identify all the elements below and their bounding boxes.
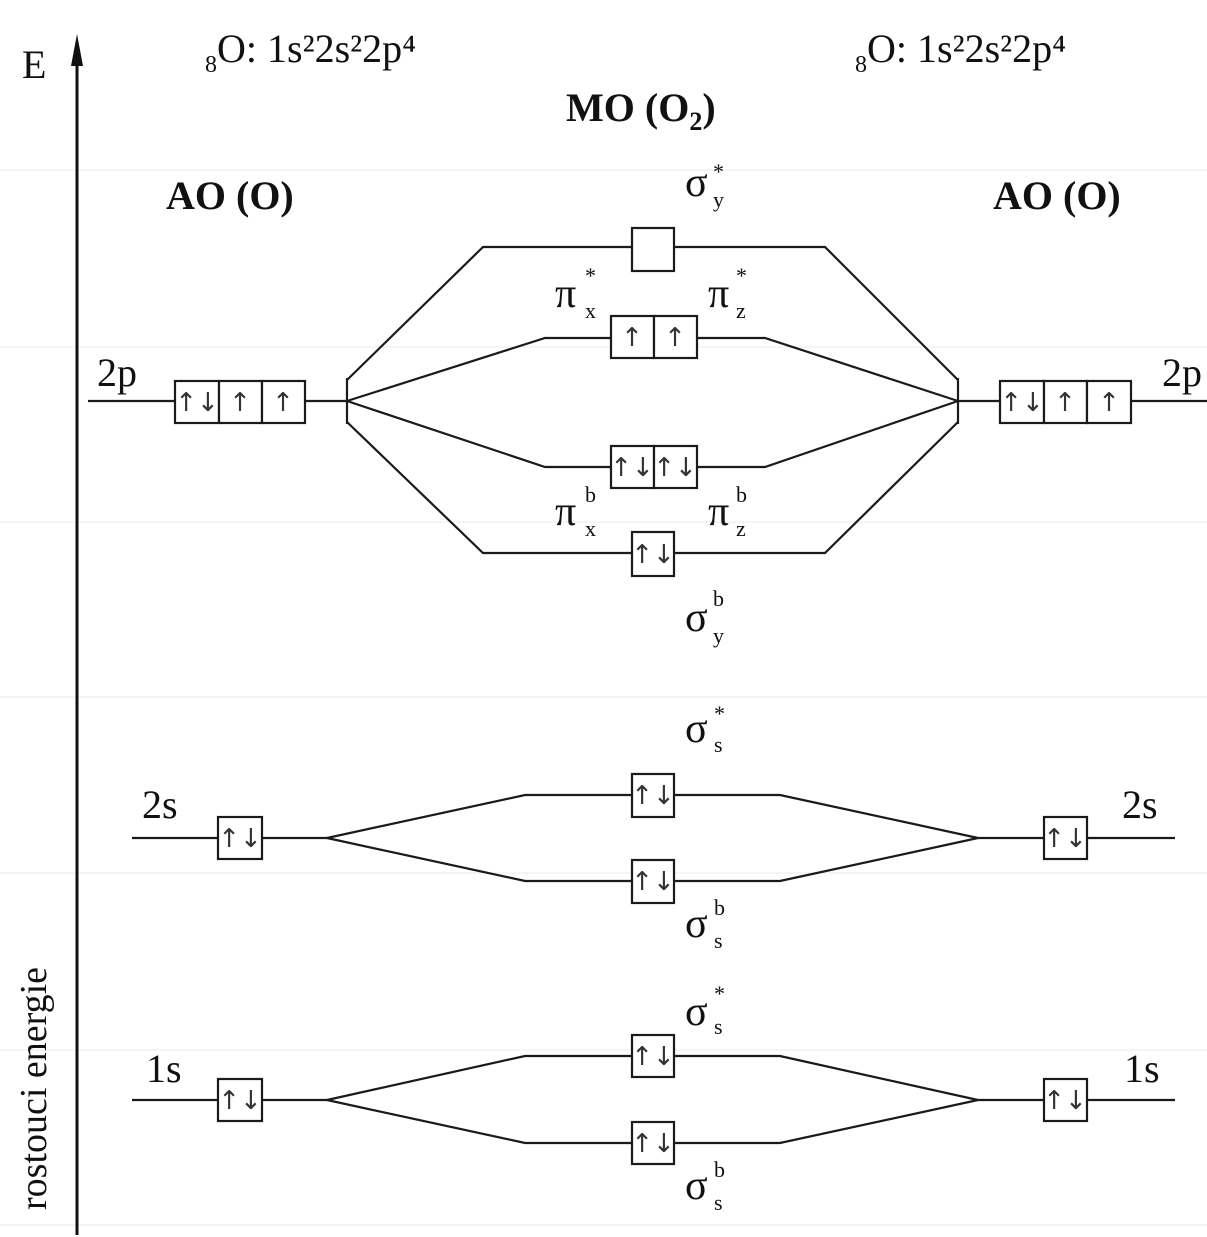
svg-text:*: * [714, 981, 725, 1006]
label-pi-z-b: π b z [708, 482, 747, 541]
electron-pair: ↑↓ [610, 453, 654, 483]
mo-sigma-y-b-box [630, 530, 676, 578]
mo-title: MO (O2) [566, 85, 716, 136]
electron-pair: ↑↓ [631, 540, 675, 570]
energy-axis [71, 34, 83, 1235]
mo-sigma-2s-b-box [630, 858, 676, 905]
svg-text:*: * [714, 701, 725, 726]
svg-text:σ: σ [685, 1163, 708, 1209]
svg-text:b: b [736, 482, 747, 507]
label-sigma-1s-b: σ b s [685, 1157, 725, 1215]
svg-text:σ: σ [685, 706, 708, 752]
label-sigma-2s-star: σ * s [685, 701, 725, 757]
svg-text:s: s [714, 1190, 723, 1215]
svg-text:σ: σ [685, 160, 708, 206]
svg-text:σ: σ [685, 989, 708, 1035]
label-pi-x-star: π * x [555, 263, 596, 323]
svg-text:s: s [714, 1014, 723, 1039]
ao-label-2p-left: 2p [97, 350, 137, 395]
label-pi-z-star: π * z [708, 263, 747, 323]
svg-text:z: z [736, 298, 746, 323]
electron-single: ↑ [272, 388, 294, 418]
label-sigma-1s-star: σ * s [685, 981, 725, 1039]
ao-label-1s-left: 1s [146, 1046, 182, 1091]
mo-sigma-1s-star-box [630, 1033, 676, 1079]
svg-text:π: π [555, 271, 576, 317]
axis-arrow-icon [71, 34, 83, 66]
svg-text:y: y [713, 187, 724, 212]
ao-2s-left-box [216, 815, 264, 861]
electron-single: ↑ [664, 323, 686, 353]
svg-text:b: b [714, 895, 725, 920]
electron-single: ↑ [1054, 388, 1076, 418]
connector-lines-1s [132, 1054, 1175, 1145]
ao-label-1s-right: 1s [1124, 1046, 1160, 1091]
svg-text:π: π [708, 489, 729, 535]
electron-pair: ↑↓ [1043, 1086, 1087, 1116]
electron-pair: ↑↓ [631, 781, 675, 811]
svg-text:x: x [585, 298, 596, 323]
electron-single: ↑ [229, 388, 251, 418]
electron-single: ↑ [621, 323, 643, 353]
svg-text:π: π [708, 271, 729, 317]
label-pi-x-b: π b x [555, 482, 596, 541]
svg-text:b: b [714, 1157, 725, 1182]
ao-label-2s-right: 2s [1122, 782, 1158, 827]
svg-text:σ: σ [685, 595, 708, 641]
label-sigma-y-star: σ * y [685, 159, 724, 212]
svg-text:*: * [585, 263, 596, 288]
ao-1s-left-box [216, 1077, 264, 1123]
ao-2s-right-box [1042, 815, 1089, 861]
electron-pair: ↑↓ [218, 1086, 262, 1116]
svg-text:s: s [714, 732, 723, 757]
config-right: 8O: 1s²2s²2p⁴ [855, 26, 1066, 78]
mo-sigma-1s-b-box [630, 1120, 676, 1166]
svg-text:z: z [736, 516, 746, 541]
electron-pair: ↑↓ [218, 824, 262, 854]
svg-text:π: π [555, 489, 576, 535]
electron-pair: ↑↓ [631, 867, 675, 897]
svg-text:*: * [713, 159, 724, 184]
ao-2p-left-boxes: ↑↓ ↑ ↑ [173, 379, 307, 425]
svg-text:σ: σ [685, 901, 708, 947]
electron-pair: ↑↓ [631, 1042, 675, 1072]
electron-pair: ↑↓ [631, 1129, 675, 1159]
axis-label-e: E [22, 42, 46, 87]
ao-label-2s-left: 2s [142, 782, 178, 827]
electron-pair: ↑↓ [175, 388, 219, 418]
mo-pi-bonding-boxes: ↑↓ ↑↓ [609, 444, 699, 490]
electron-pair: ↑↓ [1043, 824, 1087, 854]
mo-sigma-2s-star-box [630, 772, 676, 819]
config-left: 8O: 1s²2s²2p⁴ [205, 26, 416, 78]
connector-lines-2p [88, 245, 1207, 555]
svg-text:x: x [585, 516, 596, 541]
svg-text:s: s [714, 928, 723, 953]
svg-text:b: b [585, 482, 596, 507]
svg-text:b: b [713, 586, 724, 611]
label-sigma-y-b: σ b y [685, 586, 724, 648]
svg-text:*: * [736, 263, 747, 288]
mo-sigma-y-star-box [630, 226, 676, 273]
label-sigma-2s-b: σ b s [685, 895, 725, 953]
ao-label-2p-right: 2p [1162, 350, 1202, 395]
ao-2p-right-boxes: ↑↓ ↑ ↑ [998, 379, 1133, 425]
electron-pair: ↑↓ [1000, 388, 1044, 418]
svg-text:y: y [713, 623, 724, 648]
axis-caption: rostouci energie [13, 967, 55, 1210]
electron-single: ↑ [1098, 388, 1120, 418]
ao-title-right: AO (O) [993, 173, 1121, 218]
ao-title-left: AO (O) [166, 173, 294, 218]
ao-1s-right-box [1042, 1077, 1089, 1123]
background-gridlines [0, 169, 1207, 1226]
mo-pi-star-boxes: ↑ ↑ [609, 314, 699, 360]
connector-lines-2s [132, 793, 1175, 883]
electron-pair: ↑↓ [653, 453, 697, 483]
